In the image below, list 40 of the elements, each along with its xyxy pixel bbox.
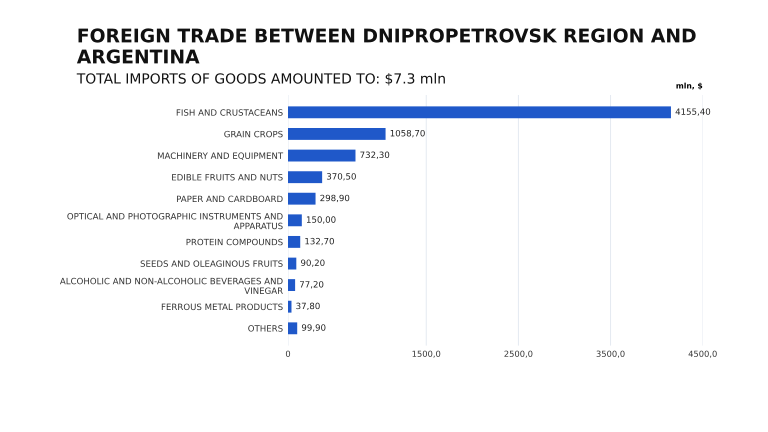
y-tick-label: MACHINERY AND EQUIPMENT (158, 152, 284, 160)
bar (288, 128, 386, 140)
y-tick-label: PAPER AND CARDBOARD (176, 196, 283, 202)
bar (288, 150, 356, 162)
data-label: 77,20 (300, 281, 324, 288)
bar (288, 300, 292, 313)
y-tick-label: PROTEIN COMPOUNDS (186, 238, 283, 246)
bar (288, 106, 671, 118)
y-tick-label: GRAIN CROPS (224, 130, 283, 138)
bar (288, 258, 296, 270)
bar (288, 322, 298, 334)
chart-subtitle: TOTAL IMPORTS OF GOODS AMOUNTED TO: $7.3 mln (76, 72, 445, 86)
data-label: 298,90 (320, 194, 350, 202)
data-label: 90,20 (301, 259, 325, 267)
bar (288, 171, 322, 184)
y-tick-label: FISH AND CRUSTACEANS (176, 109, 283, 116)
x-tick-label: 3500,0 (596, 350, 625, 358)
y-tick-label: SEEDS AND OLEAGINOUS FRUITS (140, 260, 283, 267)
chart-title: FOREIGN TRADE BETWEEN DNIPROPETROVSK REGION AND ARGENTINA (76, 28, 696, 64)
y-tick-label: FERROUS METAL PRODUCTS (162, 304, 283, 310)
y-tick-label: OPTICAL AND PHOTOGRAPHIC INSTRUMENTS AND APPARATUS (67, 213, 283, 230)
data-label: 99,90 (302, 324, 326, 332)
y-tick-label: EDIBLE FRUITS AND NUTS (172, 174, 283, 181)
x-tick-label: 4500,0 (688, 350, 717, 358)
y-tick-label: ALCOHOLIC AND NON-ALCOHOLIC BEVERAGES AND VINEGAR (60, 278, 283, 294)
data-label: 150,00 (306, 216, 336, 224)
data-label: 370,50 (326, 173, 356, 181)
x-tick-label: 0 (286, 350, 290, 357)
bar (288, 279, 296, 292)
x-tick-label: 1500,0 (412, 350, 440, 358)
data-label: 4155,40 (676, 108, 710, 116)
data-label: 37,80 (296, 302, 320, 310)
data-label: 1058,70 (390, 130, 425, 138)
y-tick-label: OTHERS (248, 325, 283, 332)
bar (288, 192, 316, 205)
x-tick-label: 2500,0 (504, 350, 532, 358)
bar (288, 236, 300, 248)
data-label: 132,70 (305, 238, 334, 246)
data-label: 732,30 (360, 152, 390, 159)
bar (288, 214, 302, 226)
